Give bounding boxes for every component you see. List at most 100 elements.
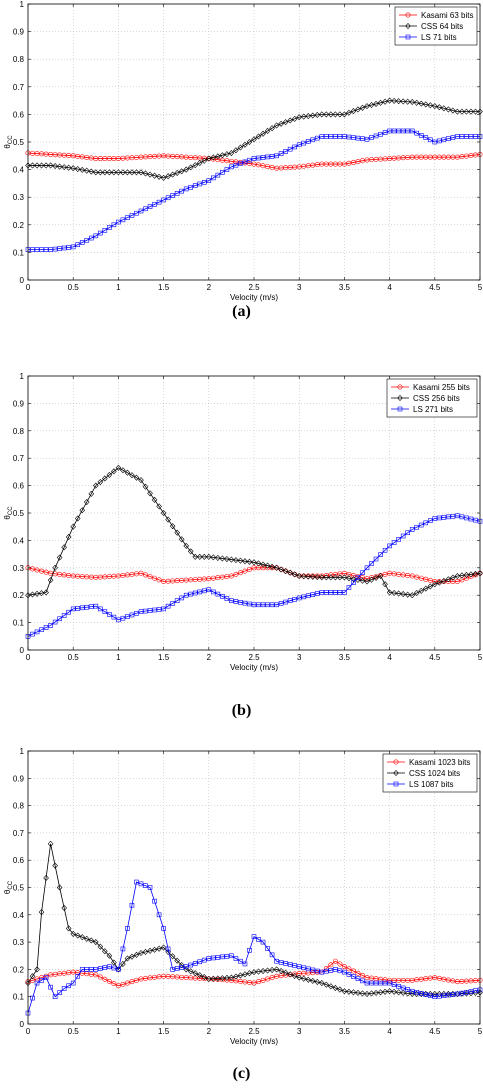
data-point [309, 977, 316, 984]
data-point [404, 591, 411, 598]
data-point [147, 204, 153, 209]
data-point [138, 477, 144, 484]
data-point [165, 173, 171, 180]
chart-panel-c: 0 0.5 1 1.5 2 2.5 3 3.5 4 4.5 5 0 0.1 0.2 0.3 0.4 0.5 0.6… [0, 742, 483, 1090]
data-point [377, 99, 384, 106]
data-point [106, 978, 112, 984]
legend-label: Kasami 1023 bits [409, 758, 470, 767]
data-point [151, 496, 158, 503]
data-point [242, 600, 248, 606]
y-axis-label-sub: CC [8, 135, 14, 144]
data-point [215, 591, 221, 597]
data-point [409, 527, 415, 532]
data-point [260, 561, 266, 568]
data-point [305, 966, 311, 972]
data-point [30, 995, 35, 1001]
data-point [264, 562, 271, 569]
data-point [124, 955, 131, 962]
data-point [143, 883, 148, 888]
y-tick-label: 0.8 [13, 427, 25, 436]
data-point [111, 959, 117, 966]
y-tick-label: 0.2 [13, 591, 25, 600]
data-point [242, 558, 248, 565]
data-point [237, 570, 243, 576]
data-point [328, 983, 334, 990]
data-point [174, 598, 180, 603]
data-point [364, 565, 370, 571]
data-point [39, 627, 44, 633]
data-point [242, 961, 248, 967]
data-point [414, 990, 420, 995]
data-point [350, 572, 356, 578]
data-point [396, 128, 401, 134]
data-point [332, 574, 339, 581]
legend: Kasami 1023 bits CSS 1024 bits LS 1087 bit… [382, 753, 478, 793]
data-point [373, 574, 379, 581]
data-point [468, 108, 474, 115]
y-tick-label: 0.8 [13, 55, 25, 64]
legend-marker [397, 384, 403, 390]
data-point [111, 222, 117, 228]
data-point [215, 172, 221, 178]
data-point [373, 556, 379, 562]
y-axis-label-main: θ [3, 889, 12, 894]
y-tick-label: 0.5 [13, 138, 25, 147]
data-point [296, 142, 302, 148]
data-point [201, 157, 208, 164]
data-point [355, 970, 361, 976]
data-point [265, 154, 270, 160]
legend-label: Kasami 63 bits [421, 11, 473, 20]
data-point [74, 932, 81, 939]
series-line [28, 130, 480, 251]
y-tick-label: 0.6 [13, 482, 25, 491]
data-point [134, 210, 139, 216]
data-point [364, 980, 370, 986]
data-point [219, 975, 226, 982]
data-point [328, 134, 334, 139]
data-point [160, 509, 167, 517]
y-tick-label: 0.5 [13, 509, 25, 518]
data-point [220, 170, 225, 175]
data-point [43, 975, 49, 980]
data-point [66, 983, 71, 989]
data-point [386, 97, 393, 104]
data-point [300, 113, 307, 120]
data-point [395, 590, 402, 597]
data-point [314, 968, 320, 974]
data-point [246, 138, 253, 146]
data-point [355, 989, 361, 996]
x-tick-label: 4 [387, 1027, 392, 1036]
y-axis-label-main: θ [3, 144, 12, 149]
data-point [52, 162, 58, 170]
caption-c: (c) [232, 1065, 251, 1082]
x-tick-label: 5 [478, 653, 483, 662]
data-point [102, 965, 108, 970]
data-point [111, 468, 117, 475]
data-point [48, 247, 53, 252]
data-point [102, 976, 108, 982]
data-point [256, 937, 261, 942]
x-tick-label: 3 [297, 1027, 302, 1036]
data-point [29, 591, 36, 598]
data-point [156, 912, 162, 918]
data-point [197, 589, 203, 595]
data-point [215, 955, 221, 960]
data-point [441, 577, 447, 584]
data-point [106, 952, 113, 959]
x-tick-label: 2 [207, 1027, 212, 1036]
data-point [192, 590, 198, 596]
x-tick-label: 1.5 [158, 653, 170, 662]
data-point [196, 159, 203, 167]
data-point [88, 490, 95, 497]
data-point [291, 571, 298, 578]
y-tick-label: 1 [20, 372, 25, 381]
data-point [43, 589, 49, 596]
data-point [205, 155, 212, 162]
x-tick-label: 5 [478, 1027, 483, 1036]
data-point [382, 980, 388, 986]
data-point [233, 973, 239, 980]
data-point [273, 122, 280, 129]
data-point [387, 128, 392, 134]
data-point [165, 195, 171, 201]
data-point [187, 968, 194, 975]
